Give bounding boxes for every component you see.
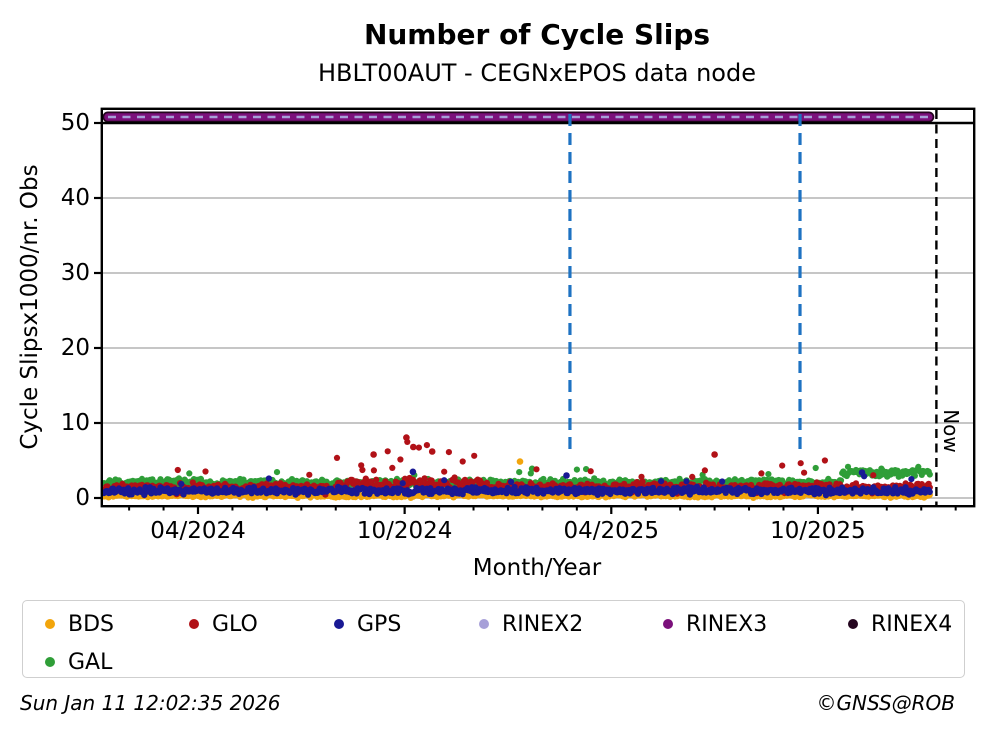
x-tick-label: 04/2025 (563, 518, 660, 544)
legend-label: GLO (212, 611, 258, 637)
y-tick-label: 40 (60, 185, 90, 211)
legend-label: BDS (68, 611, 114, 637)
legend-item-glo: GLO (189, 609, 258, 639)
legend-item-gal: GAL (45, 647, 112, 677)
legend-marker-gps (334, 619, 344, 629)
legend-marker-glo (189, 619, 199, 629)
legend-label: GPS (357, 611, 402, 637)
y-tick-label: 10 (60, 410, 90, 436)
scatter-points-gps (100, 468, 933, 499)
scatter-points (100, 434, 933, 501)
footer-credit: ©GNSS@ROB (816, 691, 956, 715)
legend-marker-gal (45, 657, 55, 667)
y-tick-label: 30 (60, 260, 90, 286)
legend-item-rinex3: RINEX3 (663, 609, 767, 639)
legend-item-rinex2: RINEX2 (479, 609, 583, 639)
x-tick-label: 10/2024 (356, 518, 453, 544)
footer-timestamp: Sun Jan 11 12:02:35 2026 (20, 691, 281, 715)
x-axis-label: Month/Year (472, 555, 602, 581)
legend-label: RINEX2 (502, 611, 584, 637)
x-tick-label: 04/2024 (150, 518, 246, 544)
legend-label: RINEX3 (686, 611, 768, 637)
legend-marker-rinex3 (663, 619, 673, 629)
legend-item-bds: BDS (45, 609, 114, 639)
legend-item-gps: GPS (334, 609, 401, 639)
legend-item-rinex4: RINEX4 (848, 609, 952, 639)
y-tick-label: 50 (60, 110, 90, 136)
y-tick-label: 20 (60, 335, 90, 361)
legend-label: GAL (68, 649, 113, 675)
axes (94, 107, 976, 514)
now-line-label: Now (939, 409, 963, 453)
legend-marker-bds (45, 619, 55, 629)
plot-border (100, 107, 976, 508)
chart-title: Number of Cycle Slips (363, 18, 711, 51)
y-tick-label: 0 (75, 485, 90, 511)
chart-subtitle: HBLT00AUT - CEGNxEPOS data node (318, 59, 756, 87)
legend-label: RINEX4 (871, 611, 953, 637)
x-tick-label: 10/2025 (770, 518, 866, 544)
event-lines (568, 114, 802, 456)
gridlines (103, 197, 973, 499)
legend-marker-rinex2 (479, 619, 489, 629)
legend: BDS GLO GPS RINEX2 RINEX3 RINEX4 GAL (22, 600, 965, 678)
legend-marker-rinex4 (848, 619, 858, 629)
